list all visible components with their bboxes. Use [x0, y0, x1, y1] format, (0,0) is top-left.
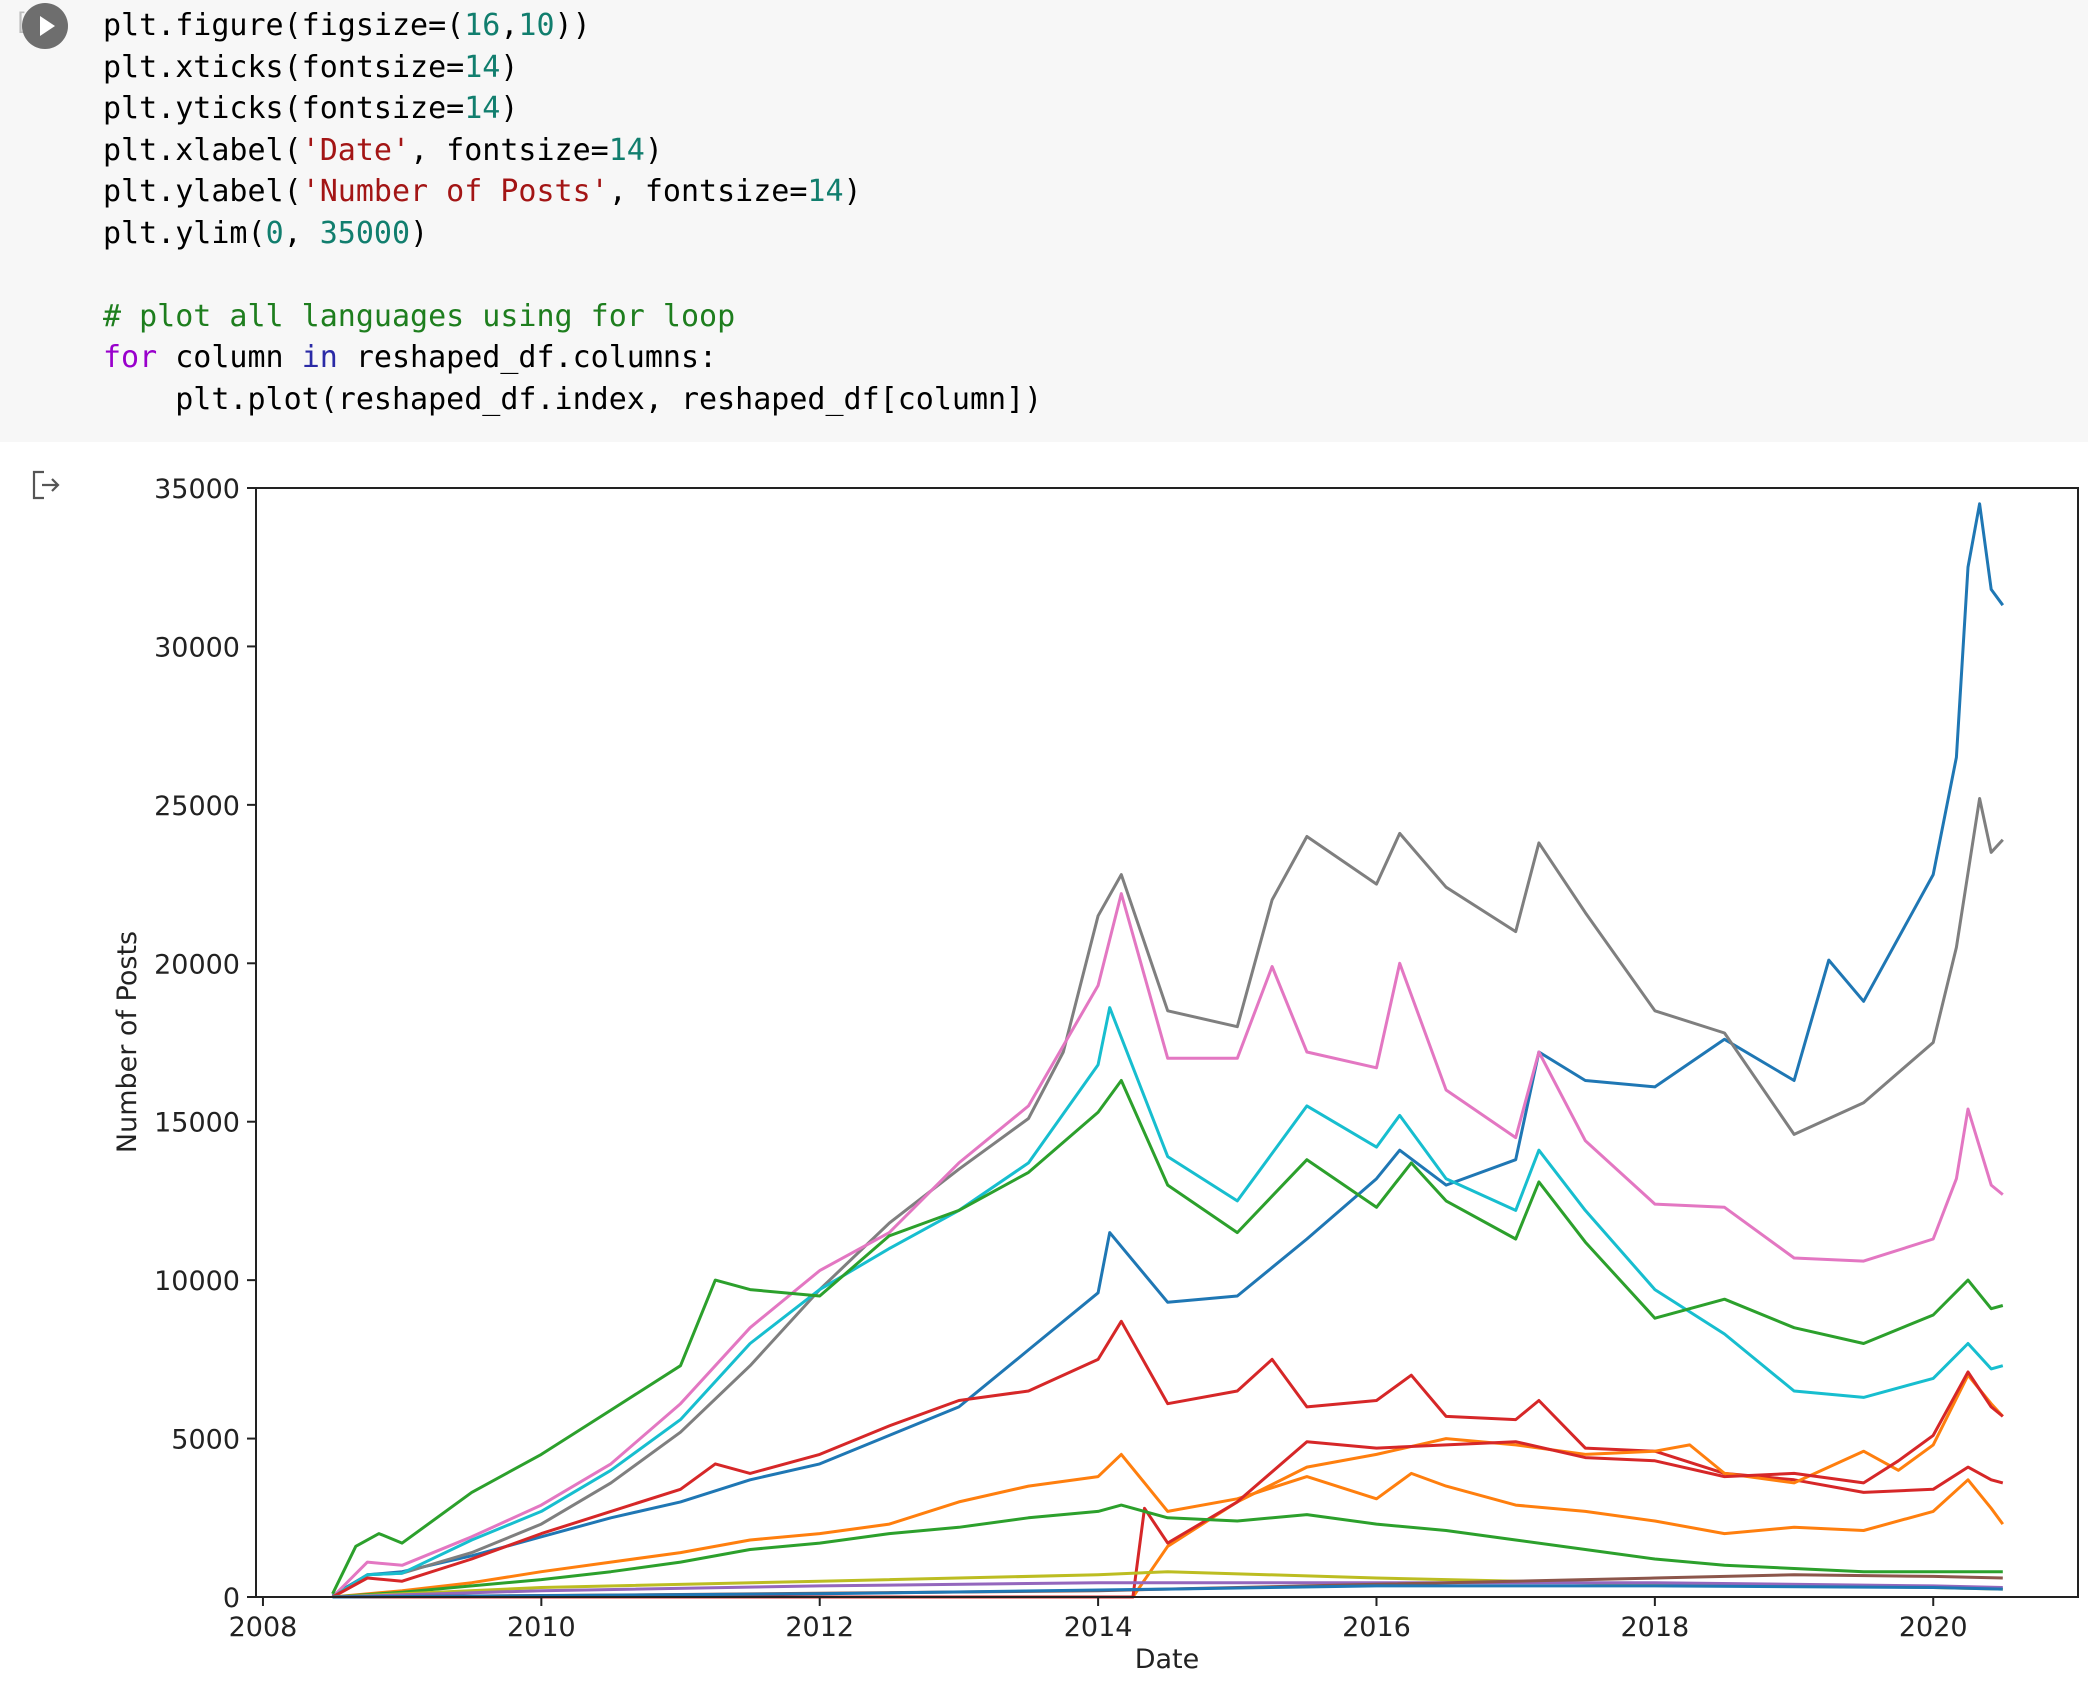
code-token: 14 [608, 132, 645, 168]
code-token: 14 [464, 49, 501, 85]
code-token: ) [500, 49, 519, 85]
code-token: )) [554, 8, 591, 43]
y-tick-label: 35000 [154, 474, 240, 505]
x-tick-label: 2020 [1899, 1612, 1968, 1643]
series-line-12 [332, 1581, 2003, 1599]
series-line-14 [332, 1584, 2003, 1599]
code-token: ) [644, 132, 663, 168]
code-line: plt.ylabel('Number of Posts', fontsize=1… [103, 171, 1042, 213]
code-line: plt.plot(reshaped_df.index, reshaped_df[… [103, 379, 1042, 421]
code-token: 0 [265, 215, 284, 251]
axes: 2008 2010 2012 2014 2016 2018 2020 0 5000 10000 15… [154, 474, 1968, 1643]
code-token: , [283, 215, 320, 251]
y-tick-label: 0 [223, 1583, 240, 1614]
plot-frame [255, 487, 2079, 1598]
code-token: plt.figure(figsize=( [103, 8, 465, 43]
code-token: column [157, 340, 302, 375]
series-line-3 [331, 892, 2004, 1599]
y-axis-label: Number of Posts [112, 931, 143, 1153]
code-token: plt.ylabel( [103, 174, 302, 209]
x-tick-label: 2012 [785, 1612, 854, 1643]
code-token: , fontsize= [410, 132, 609, 168]
code-token: 'Number of Posts' [301, 174, 609, 209]
code-token: for [103, 340, 158, 375]
series-line-5 [331, 1079, 2004, 1595]
series-line-7 [332, 1452, 2005, 1599]
code-token: plt.xticks(fontsize= [103, 49, 465, 85]
y-tick-label: 30000 [154, 632, 240, 663]
line-chart: 2008 2010 2012 2014 2016 2018 2020 0 5000 10000 15… [112, 474, 2079, 1675]
code-line: # plot all languages using for loop [103, 296, 1042, 338]
code-token: in [301, 340, 338, 375]
code-token: 10 [518, 8, 555, 43]
x-tick-label: 2018 [1621, 1612, 1690, 1643]
code-token: reshaped_df.columns: [337, 340, 718, 375]
y-tick-label: 10000 [154, 1266, 240, 1297]
x-tick-label: 2016 [1342, 1612, 1411, 1643]
code-token: plt.yticks(fontsize= [103, 91, 465, 126]
code-token: 35000 [319, 215, 411, 251]
code-token: 'Date' [301, 132, 411, 168]
code-token: , fontsize= [608, 174, 808, 209]
y-tick-label: 5000 [171, 1425, 240, 1456]
code-line: plt.figure(figsize=(16,10)) [103, 5, 1042, 47]
y-tick-label: 20000 [154, 949, 240, 980]
code-token: ) [410, 215, 429, 251]
code-editor[interactable]: plt.figure(figsize=(16,10)) plt.xticks(fo… [103, 5, 1042, 420]
plot-lines [331, 502, 2005, 1599]
code-token: 16 [464, 8, 501, 43]
code-token: plt.xlabel( [103, 132, 302, 168]
code-token: 14 [464, 91, 501, 126]
series-line-6 [331, 1319, 2004, 1599]
series-line-8 [1131, 1373, 2004, 1598]
x-tick-label: 2008 [229, 1612, 298, 1643]
series-line-4 [331, 1006, 2004, 1599]
series-line-1 [331, 502, 2005, 1597]
code-line: plt.ylim(0, 35000) [103, 213, 1042, 255]
x-tick-label: 2010 [507, 1612, 576, 1643]
x-axis-label: Date [1135, 1644, 1200, 1675]
code-token: plt.ylim( [103, 215, 266, 251]
code-token: ) [843, 174, 862, 209]
series-line-2 [331, 797, 2004, 1599]
y-tick-label: 15000 [154, 1108, 240, 1139]
code-token: , [500, 8, 519, 43]
run-cell-button[interactable] [22, 3, 68, 49]
code-line: plt.xticks(fontsize=14) [103, 47, 1042, 89]
code-token: # plot all languages using for loop [103, 298, 736, 334]
output-arrow-icon[interactable] [30, 468, 64, 502]
code-line: plt.yticks(fontsize=14) [103, 88, 1042, 130]
code-token: ) [500, 91, 519, 126]
series-line-9 [332, 1370, 2004, 1599]
y-tick-label: 25000 [154, 791, 240, 822]
series-line-10 [332, 1503, 2003, 1599]
code-cell[interactable]: [ ] plt.figure(figsize=(16,10))plt.xtick… [0, 0, 2088, 442]
code-line: plt.xlabel('Date', fontsize=14) [103, 130, 1042, 172]
x-tick-label: 2014 [1064, 1612, 1133, 1643]
code-line [103, 254, 1042, 296]
code-token: plt.plot(reshaped_df.index, reshaped_df[… [103, 381, 1043, 417]
code-line: for column in reshaped_df.columns: [103, 337, 1042, 379]
code-token: 14 [807, 174, 844, 209]
